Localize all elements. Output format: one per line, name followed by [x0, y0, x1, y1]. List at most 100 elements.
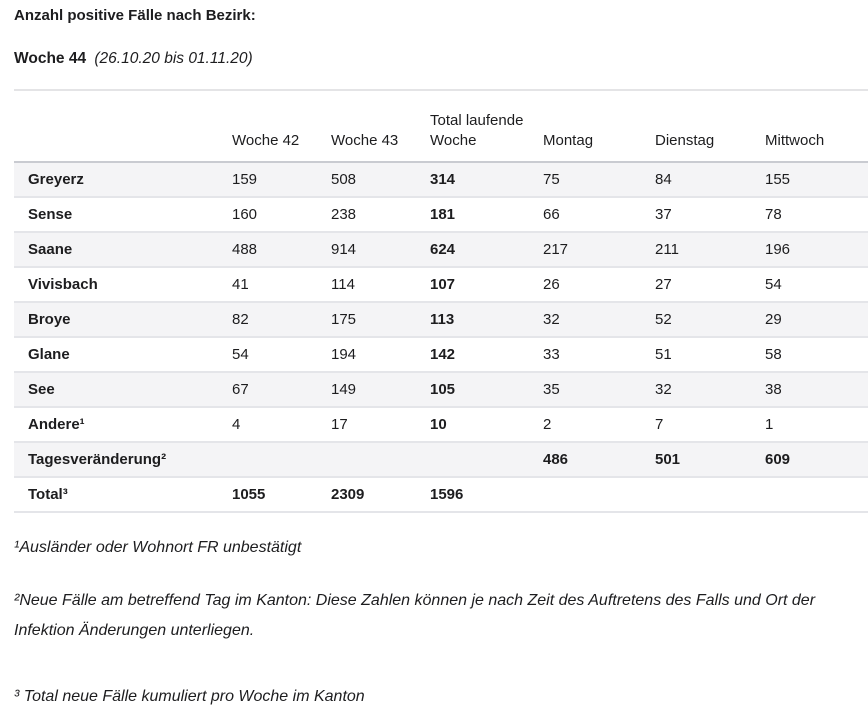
value-cell: 17 [331, 407, 430, 443]
corner-header-cell [14, 90, 232, 163]
value-cell: 4 [232, 407, 331, 443]
value-cell: 914 [331, 232, 430, 268]
value-cell: 26 [543, 267, 655, 303]
value-cell [430, 442, 543, 478]
value-cell: 105 [430, 372, 543, 408]
value-cell: 1055 [232, 477, 331, 513]
table-row: Vivisbach 41 114 107 26 27 54 [14, 267, 868, 303]
table-row: Greyerz 159 508 314 75 84 155 [14, 162, 868, 198]
value-cell: 238 [331, 197, 430, 233]
table-row: Andere¹ 4 17 10 2 7 1 [14, 407, 868, 443]
value-cell [331, 442, 430, 478]
value-cell: 486 [543, 442, 655, 478]
row-label-cell: Saane [14, 232, 232, 268]
table-row: Broye 82 175 113 32 52 29 [14, 302, 868, 338]
table-row: Total³ 1055 2309 1596 [14, 477, 868, 513]
row-label-cell: Broye [14, 302, 232, 338]
value-cell: 488 [232, 232, 331, 268]
table-row: Saane 488 914 624 217 211 196 [14, 232, 868, 268]
value-cell: 175 [331, 302, 430, 338]
table-body: Greyerz 159 508 314 75 84 155 Sense 160 238 181 66 3… [14, 162, 868, 513]
row-label-cell: Sense [14, 197, 232, 233]
value-cell: 314 [430, 162, 543, 198]
column-header: Dienstag [655, 90, 765, 163]
week-date-range: (26.10.20 bis 01.11.20) [94, 50, 253, 67]
footnotes: ¹Ausländer oder Wohnort FR unbestätigt ²… [14, 533, 868, 712]
column-header: Montag [543, 90, 655, 163]
value-cell: 58 [765, 337, 868, 373]
value-cell: 27 [655, 267, 765, 303]
value-cell: 160 [232, 197, 331, 233]
value-cell: 1596 [430, 477, 543, 513]
value-cell: 194 [331, 337, 430, 373]
value-cell: 1 [765, 407, 868, 443]
value-cell: 66 [543, 197, 655, 233]
value-cell: 29 [765, 302, 868, 338]
table-head: Woche 42 Woche 43 Total laufende Woche Mont… [14, 90, 868, 163]
value-cell: 32 [543, 302, 655, 338]
page-title: Anzahl positive Fälle nach Bezirk: [14, 7, 256, 24]
value-cell: 196 [765, 232, 868, 268]
row-label-cell: Andere¹ [14, 407, 232, 443]
value-cell: 38 [765, 372, 868, 408]
value-cell [765, 477, 868, 513]
footnote-3: ³ Total neue Fälle kumuliert pro Woche i… [14, 688, 365, 705]
value-cell: 113 [430, 302, 543, 338]
column-header: Total laufende Woche [430, 90, 543, 163]
value-cell: 107 [430, 267, 543, 303]
value-cell: 142 [430, 337, 543, 373]
cases-by-district-table: Woche 42 Woche 43 Total laufende Woche Mont… [14, 89, 868, 513]
table-row: Sense 160 238 181 66 37 78 [14, 197, 868, 233]
value-cell: 217 [543, 232, 655, 268]
column-header: Mittwoch [765, 90, 868, 163]
week-subtitle: Woche 44 (26.10.20 bis 01.11.20) [14, 48, 868, 69]
value-cell: 609 [765, 442, 868, 478]
value-cell: 51 [655, 337, 765, 373]
row-label-cell: Total³ [14, 477, 232, 513]
value-cell: 82 [232, 302, 331, 338]
value-cell: 2309 [331, 477, 430, 513]
value-cell [655, 477, 765, 513]
week-label: Woche 44 [14, 50, 87, 67]
value-cell: 181 [430, 197, 543, 233]
value-cell: 2 [543, 407, 655, 443]
row-label-cell: Tagesveränderung² [14, 442, 232, 478]
value-cell: 67 [232, 372, 331, 408]
value-cell: 7 [655, 407, 765, 443]
value-cell: 37 [655, 197, 765, 233]
value-cell: 10 [430, 407, 543, 443]
value-cell: 624 [430, 232, 543, 268]
value-cell: 149 [331, 372, 430, 408]
row-label-cell: Glane [14, 337, 232, 373]
value-cell: 114 [331, 267, 430, 303]
value-cell: 35 [543, 372, 655, 408]
value-cell: 52 [655, 302, 765, 338]
footnote-2: ²Neue Fälle am betreffend Tag im Kanton:… [14, 592, 816, 639]
value-cell: 78 [765, 197, 868, 233]
value-cell [543, 477, 655, 513]
value-cell [232, 442, 331, 478]
row-label-cell: Vivisbach [14, 267, 232, 303]
row-label-cell: See [14, 372, 232, 408]
table-row: Tagesveränderung² 486 501 609 [14, 442, 868, 478]
value-cell: 75 [543, 162, 655, 198]
footnote-1: ¹Ausländer oder Wohnort FR unbestätigt [14, 539, 302, 556]
value-cell: 501 [655, 442, 765, 478]
value-cell: 155 [765, 162, 868, 198]
column-header: Woche 42 [232, 90, 331, 163]
value-cell: 54 [765, 267, 868, 303]
table-header-row: Woche 42 Woche 43 Total laufende Woche Mont… [14, 90, 868, 163]
value-cell: 32 [655, 372, 765, 408]
value-cell: 508 [331, 162, 430, 198]
column-header: Woche 43 [331, 90, 430, 163]
value-cell: 33 [543, 337, 655, 373]
table-row: See 67 149 105 35 32 38 [14, 372, 868, 408]
table-row: Glane 54 194 142 33 51 58 [14, 337, 868, 373]
value-cell: 41 [232, 267, 331, 303]
row-label-cell: Greyerz [14, 162, 232, 198]
value-cell: 159 [232, 162, 331, 198]
value-cell: 84 [655, 162, 765, 198]
value-cell: 211 [655, 232, 765, 268]
value-cell: 54 [232, 337, 331, 373]
